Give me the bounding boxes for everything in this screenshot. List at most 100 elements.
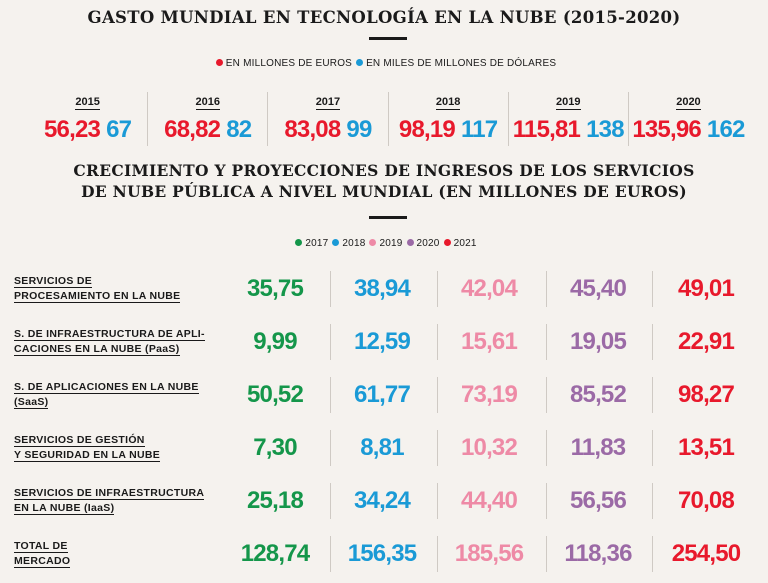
legend-dot-icon [369, 239, 377, 246]
table-cell: 49,01 [677, 275, 735, 302]
legend-growth: 2017 2018 2019 2020 2021 [0, 238, 768, 249]
row-label-line: EN LA NUBE (IaaS) [14, 501, 115, 515]
row-label: S. DE INFRAESTRUCTURA DE APLI- CACIONES E… [14, 327, 214, 357]
table-cell: 70,08 [677, 487, 735, 514]
column-divider [546, 536, 547, 572]
chart-title-spending: GASTO MUNDIAL EN TECNOLOGÍA EN LA NUBE (… [87, 8, 681, 27]
column-divider [330, 430, 331, 466]
year-column: 2016 68,82 82 [148, 92, 269, 146]
year-label: 2019 [556, 96, 581, 110]
legend-dot-icon [215, 59, 223, 66]
year-label: 2017 [315, 96, 341, 110]
row-label-line: MERCADO [14, 554, 71, 568]
year-values: 68,82 82 [148, 116, 267, 144]
row-label-line: (SaaS) [14, 395, 49, 409]
legend-dot-icon [295, 239, 303, 246]
column-divider [437, 536, 438, 572]
year-column: 2017 83,08 99 [268, 92, 389, 146]
column-divider [437, 324, 438, 360]
growth-table: SERVICIOS DE PROCESAMIENTO EN LA NUBE 35,7… [0, 262, 768, 580]
table-cell: 42,04 [460, 275, 518, 302]
year-column: 2019 115,81 138 [509, 92, 629, 146]
row-label-line: PROCESAMIENTO EN LA NUBE [14, 289, 181, 303]
legend-dot-icon [356, 59, 364, 66]
row-label-line: CACIONES EN LA NUBE (PaaS) [14, 342, 180, 356]
year-label: 2020 [676, 96, 701, 110]
column-divider [437, 377, 438, 413]
value-usd: 162 [706, 116, 745, 143]
table-cell: 185,56 [454, 540, 524, 567]
column-divider [546, 324, 547, 360]
value-eur: 83,08 [284, 116, 341, 143]
value-usd: 138 [586, 116, 624, 143]
column-divider [652, 483, 653, 519]
table-cell: 118,36 [564, 540, 632, 567]
year-label: 2018 [435, 96, 461, 110]
table-cell: 7,30 [253, 434, 297, 461]
year-label: 2015 [75, 96, 100, 110]
legend-dot-icon [443, 239, 451, 246]
table-cell: 50,52 [246, 381, 304, 408]
chart-title-growth: CRECIMIENTO Y PROYECCIONES DE INGRESOS D… [0, 160, 768, 202]
row-label-line: SERVICIOS DE INFRAESTRUCTURA [14, 486, 205, 500]
table-row: S. DE APLICACIONES EN LA NUBE (SaaS) 50,52… [0, 368, 768, 421]
legend-entry: 2019 [379, 238, 403, 249]
table-cell: 10,32 [460, 434, 518, 461]
table-cell: 56,56 [569, 487, 627, 514]
value-usd: 117 [460, 116, 498, 143]
title-underline [369, 216, 407, 219]
table-cell: 8,81 [360, 434, 404, 461]
column-divider [330, 483, 331, 519]
row-label-line: S. DE APLICACIONES EN LA NUBE [14, 380, 199, 394]
value-eur: 98,19 [398, 116, 456, 143]
column-divider [546, 377, 547, 413]
column-divider [437, 483, 438, 519]
row-label-line: SERVICIOS DE GESTIÓN [14, 433, 145, 447]
chart-title-growth-line1: CRECIMIENTO Y PROYECCIONES DE INGRESOS D… [73, 161, 695, 180]
table-cell: 15,61 [460, 328, 518, 355]
legend-entry: 2021 [453, 238, 477, 249]
column-divider [652, 536, 653, 572]
column-divider [330, 271, 331, 307]
column-divider [652, 377, 653, 413]
table-cell: 45,40 [569, 275, 627, 302]
legend-entry: EN MILES DE MILLONES DE DÓLARES [366, 58, 557, 69]
table-cell: 22,91 [677, 328, 735, 355]
table-cell: 12,59 [353, 328, 411, 355]
title-underline [369, 37, 407, 40]
table-cell: 38,94 [353, 275, 411, 302]
table-row: SERVICIOS DE GESTIÓN Y SEGURIDAD EN LA NU… [0, 421, 768, 474]
table-cell: 98,27 [677, 381, 735, 408]
table-cell: 35,75 [246, 275, 304, 302]
table-cell: 13,51 [677, 434, 735, 461]
table-row: SERVICIOS DE INFRAESTRUCTURA EN LA NUBE (… [0, 474, 768, 527]
table-cell: 11,83 [570, 434, 627, 461]
column-divider [546, 271, 547, 307]
row-label-line: SERVICIOS DE [14, 274, 93, 288]
column-divider [330, 324, 331, 360]
year-values: 56,23 67 [28, 116, 147, 144]
yearly-spending-row: 2015 56,23 67 2016 68,82 82 2017 83,08 99 2018 98,… [28, 92, 748, 146]
column-divider [546, 483, 547, 519]
table-cell: 73,19 [460, 381, 518, 408]
column-divider [652, 430, 653, 466]
value-usd: 82 [226, 116, 252, 143]
legend-entry: 2018 [342, 238, 366, 249]
table-cell: 85,52 [569, 381, 627, 408]
year-column: 2018 98,19 117 [389, 92, 509, 146]
year-values: 135,96 162 [629, 116, 748, 144]
table-cell: 128,74 [240, 540, 310, 567]
value-usd: 99 [346, 116, 372, 143]
year-column: 2015 56,23 67 [28, 92, 149, 146]
row-label-line: Y SEGURIDAD EN LA NUBE [14, 448, 161, 462]
row-label-line: S. DE INFRAESTRUCTURA DE APLI- [14, 327, 205, 341]
legend-spending: EN MILLONES DE EUROS EN MILES DE MILLONES… [0, 58, 768, 69]
year-column: 2020 135,96 162 [629, 92, 748, 146]
table-cell: 61,77 [353, 381, 411, 408]
row-label-line: TOTAL DE [14, 539, 68, 553]
year-values: 98,19 117 [389, 116, 508, 144]
legend-entry: 2020 [416, 238, 440, 249]
year-values: 115,81 138 [509, 116, 628, 144]
table-row: SERVICIOS DE PROCESAMIENTO EN LA NUBE 35,7… [0, 262, 768, 315]
legend-entry: EN MILLONES DE EUROS [225, 58, 353, 69]
